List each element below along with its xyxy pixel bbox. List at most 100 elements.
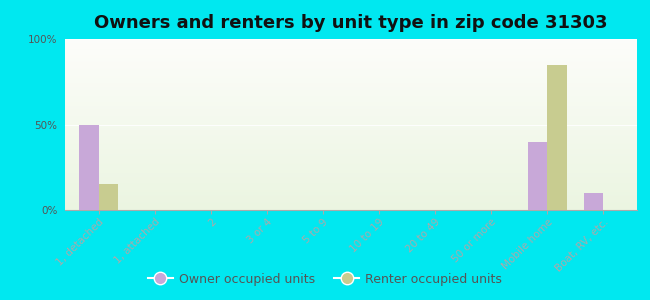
Bar [65,29,637,200]
Bar [65,0,637,112]
Bar [65,0,637,102]
Bar [65,36,637,207]
Bar [65,0,637,62]
Bar [65,0,637,139]
Bar [65,0,637,67]
Bar [65,2,637,172]
Bar [65,30,637,201]
Bar [65,0,637,108]
Bar [65,0,637,78]
Bar [65,0,637,92]
Bar [65,0,637,48]
Bar [65,0,637,101]
Bar [65,0,637,59]
Bar [65,0,637,142]
Bar [65,0,637,86]
Bar [65,0,637,156]
Bar [65,0,637,112]
Bar [65,0,637,130]
Bar [65,0,637,138]
Bar [65,31,637,202]
Bar [65,38,637,209]
Bar [65,0,637,165]
Bar [65,0,637,149]
Bar [65,0,637,77]
Bar [65,0,637,52]
Bar [65,0,637,168]
Bar [65,0,637,148]
Bar [65,0,637,90]
Bar [65,0,637,81]
Bar [79,124,99,210]
Bar [65,0,637,110]
Bar [65,0,637,116]
Bar [65,0,637,154]
Bar [65,0,637,69]
Bar [65,14,637,184]
Bar [65,0,637,76]
Bar [65,10,637,181]
Bar [65,0,637,118]
Bar [65,0,637,159]
Bar [65,0,637,63]
Bar [65,24,637,195]
Bar [65,0,637,96]
Bar [65,0,637,109]
Bar [65,0,637,74]
Bar [65,22,637,193]
Bar [65,8,637,178]
Bar [65,19,637,190]
Bar [65,27,637,198]
Bar [65,36,637,207]
Bar [65,0,637,41]
Bar [65,0,637,160]
Bar [65,17,637,188]
Bar [65,0,637,153]
Bar [65,0,637,46]
Bar [65,0,637,94]
Bar [65,0,637,64]
Bar [65,0,637,136]
Bar [65,9,637,180]
Bar [65,19,637,190]
Bar [65,15,637,186]
Bar [528,142,547,210]
Bar [65,0,637,44]
Bar [65,0,637,59]
Bar [65,0,637,154]
Bar [65,16,637,187]
Bar [65,0,637,71]
Bar [65,0,637,157]
Bar [65,0,637,50]
Bar [65,0,637,162]
Bar [65,0,637,104]
Bar [65,0,637,83]
Bar [65,0,637,152]
Bar [65,0,637,95]
Bar [65,35,637,206]
Bar [65,0,637,124]
Bar [65,0,637,129]
Bar [65,0,637,75]
Bar [65,0,637,43]
Bar [65,0,637,126]
Bar [65,0,637,88]
Bar [65,0,637,144]
Bar [65,0,637,94]
Bar [65,0,637,42]
Bar [65,0,637,55]
Bar [65,0,637,120]
Bar [584,193,603,210]
Bar [65,0,637,87]
Bar [65,0,637,115]
Bar [65,0,637,73]
Bar [65,0,637,106]
Bar [65,0,637,166]
Bar [65,0,637,167]
Bar [65,0,637,91]
Bar [65,0,637,133]
Bar [65,0,637,114]
Bar [65,11,637,182]
Bar [65,0,637,119]
Bar [65,0,637,54]
